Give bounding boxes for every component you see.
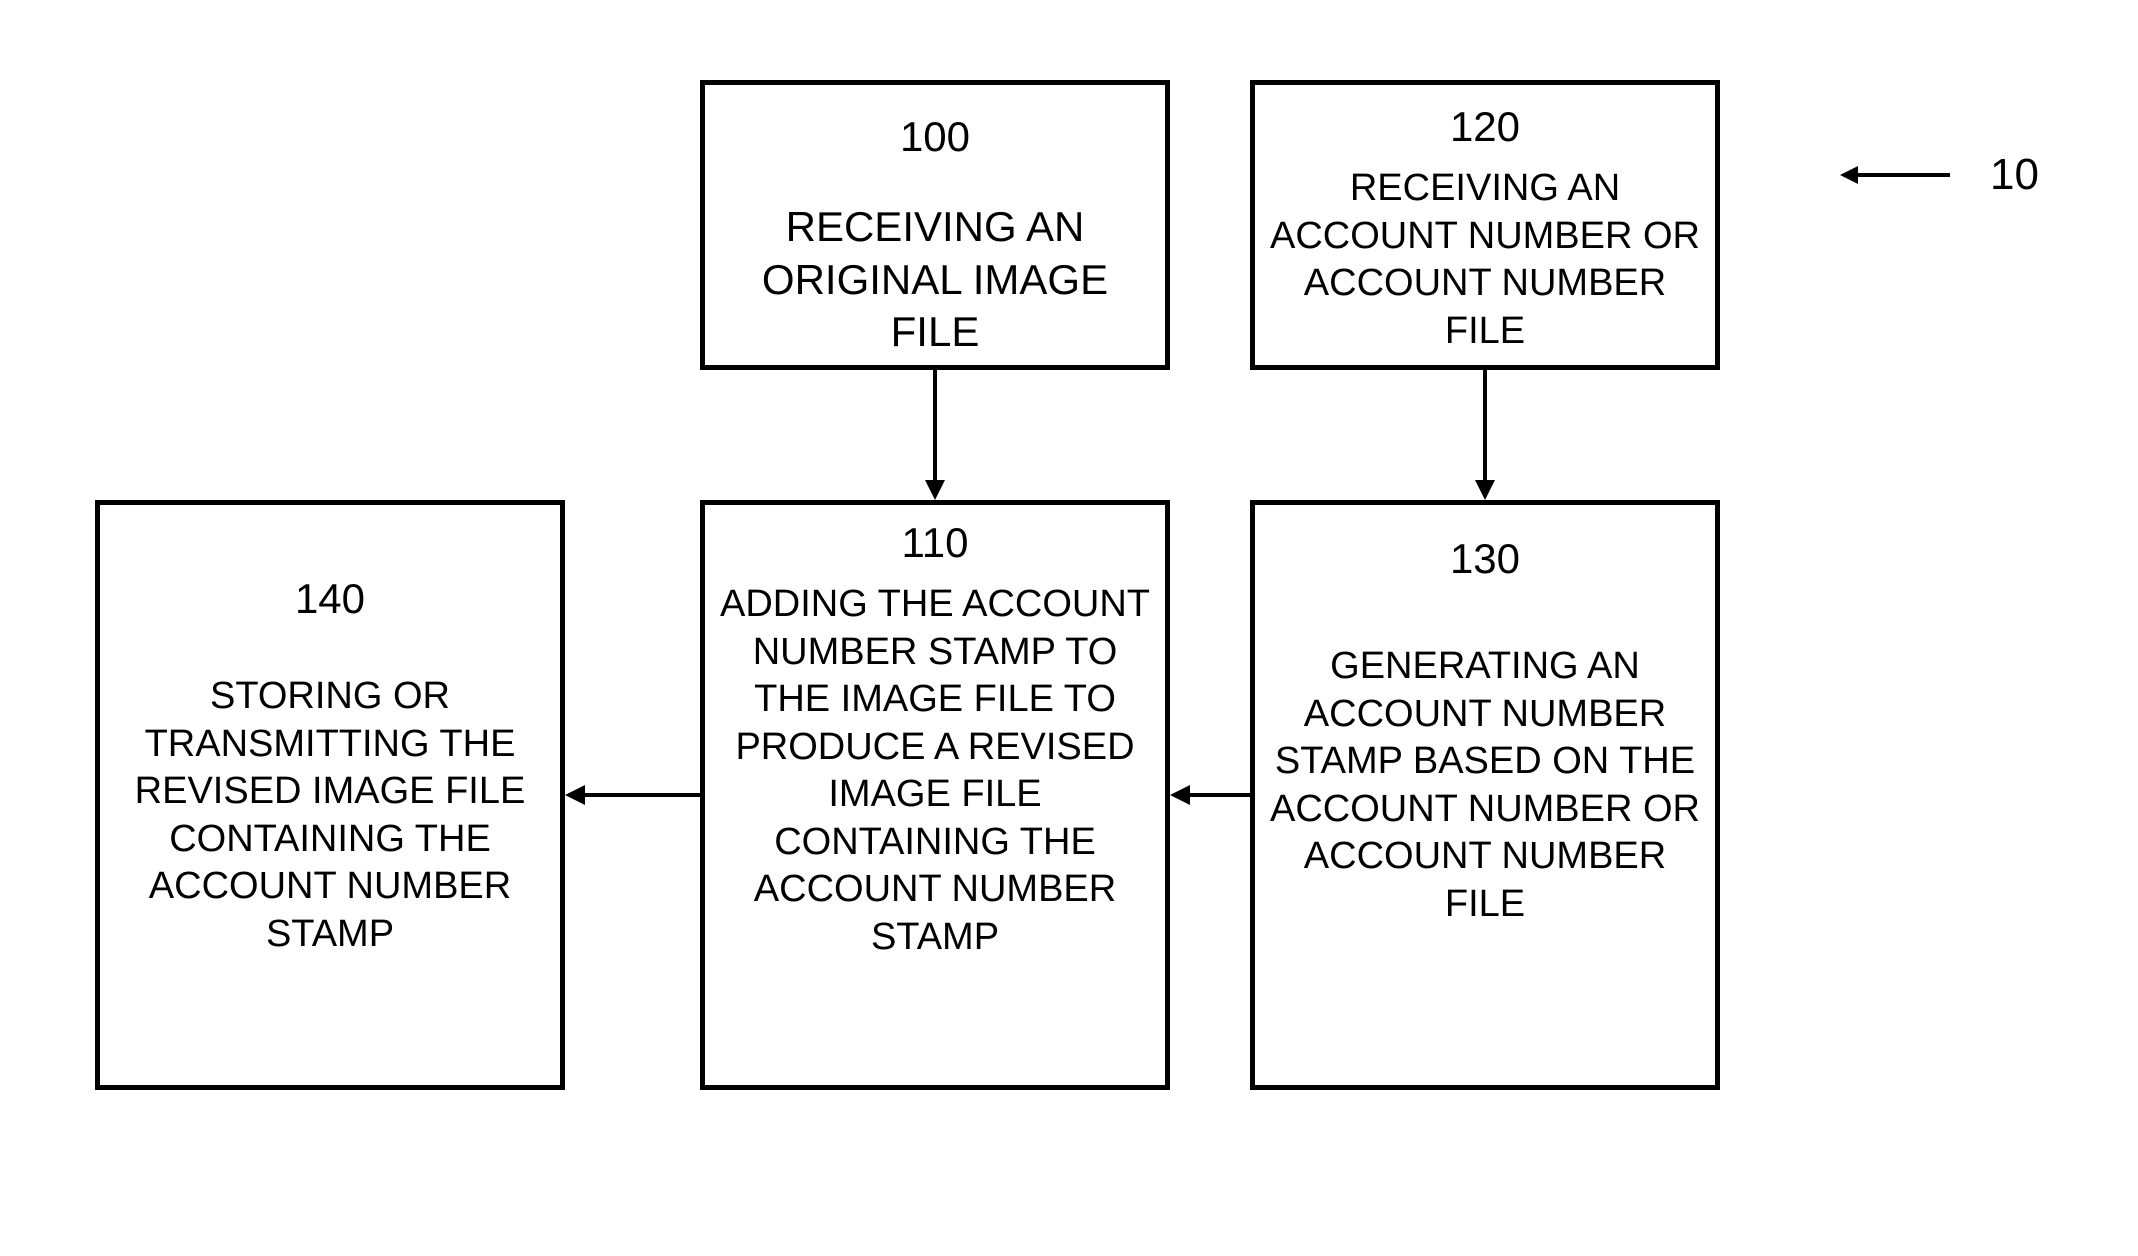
flow-node-120: 120 RECEIVING AN ACCOUNT NUMBER OR ACCOU… [1250, 80, 1720, 370]
node-id: 110 [902, 519, 969, 567]
node-id: 120 [1450, 103, 1520, 151]
flow-node-140: 140 STORING OR TRANSMITTING THE REVISED … [95, 500, 565, 1090]
node-id: 100 [900, 113, 970, 161]
node-text: STORING OR TRANSMITTING THE REVISED IMAG… [100, 673, 560, 958]
diagram-label: 10 [1990, 150, 2039, 200]
node-text: RECEIVING AN ORIGINAL IMAGE FILE [705, 201, 1165, 359]
node-id: 130 [1450, 535, 1520, 583]
node-text: RECEIVING AN ACCOUNT NUMBER OR ACCOUNT N… [1255, 165, 1715, 355]
flow-node-130: 130 GENERATING AN ACCOUNT NUMBER STAMP B… [1250, 500, 1720, 1090]
flow-node-110: 110 ADDING THE ACCOUNT NUMBER STAMP TO T… [700, 500, 1170, 1090]
node-text: ADDING THE ACCOUNT NUMBER STAMP TO THE I… [705, 581, 1165, 961]
node-text: GENERATING AN ACCOUNT NUMBER STAMP BASED… [1255, 643, 1715, 928]
flow-node-100: 100 RECEIVING AN ORIGINAL IMAGE FILE [700, 80, 1170, 370]
node-id: 140 [295, 575, 365, 623]
